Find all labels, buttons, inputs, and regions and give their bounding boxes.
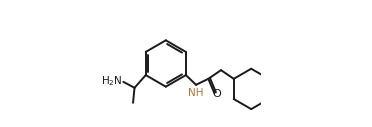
Text: O: O	[213, 89, 221, 99]
Text: H$_2$N: H$_2$N	[100, 74, 122, 88]
Text: NH: NH	[187, 88, 203, 98]
